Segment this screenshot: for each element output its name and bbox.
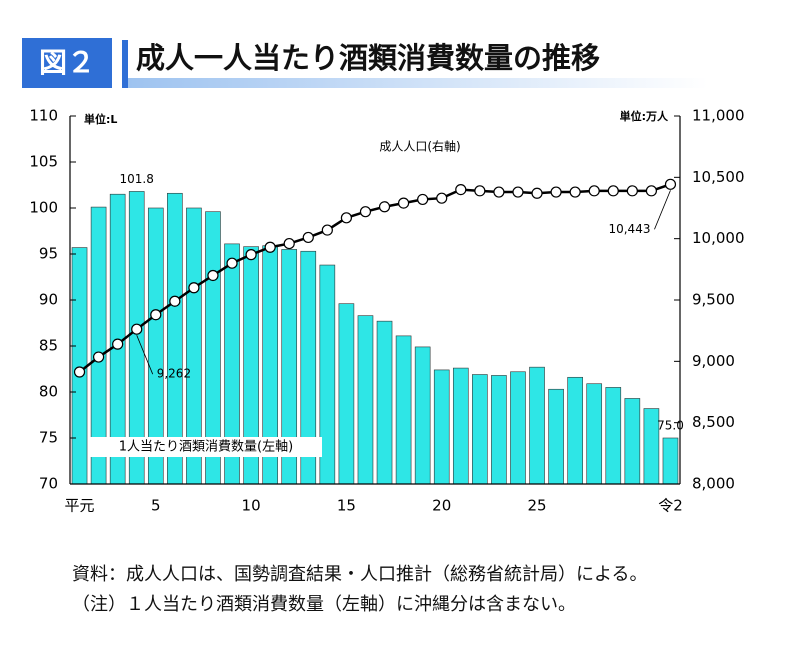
marker [302, 231, 314, 244]
marker [607, 185, 619, 197]
marker [436, 192, 448, 204]
y-tick-label: 95 [39, 245, 58, 263]
notes: 資料：成人人口は、国勢調査結果・人口推計（総務省統計局）による。 （注）１人当た… [72, 560, 712, 620]
leader-line [654, 190, 671, 230]
y2-tick-label: 11,000 [692, 107, 745, 125]
note: 資料：成人人口は、国勢調査結果・人口推計（総務省統計局）による。 [72, 564, 648, 585]
marker [569, 186, 581, 198]
bar [472, 374, 488, 485]
bar [319, 264, 336, 485]
bar [605, 387, 622, 485]
marker [626, 185, 638, 197]
figure-label: 図２ [39, 46, 95, 79]
leader-line [136, 335, 154, 375]
bar [452, 367, 469, 485]
marker [340, 212, 353, 224]
unit-right: 単位:万人 [620, 109, 669, 123]
note: （注）１人当たり酒類消費数量（左軸）に沖縄分は含まない。 [72, 594, 576, 615]
marker [531, 187, 543, 199]
marker [493, 186, 505, 198]
y2-tick-label: 8,000 [692, 475, 735, 493]
bar [357, 315, 374, 485]
chart: 図２ 成人一人当たり酒類消費数量の推移 単位:L 単位:万人 101.8 75.0… [22, 38, 745, 515]
legend-label: 1人当たり酒類消費数量(左軸) [119, 440, 293, 455]
marker [378, 201, 391, 213]
figure-box [22, 38, 112, 88]
y-tick-label: 85 [39, 337, 58, 355]
data-label: 75.0 [657, 419, 684, 433]
marker [131, 323, 143, 335]
bar [414, 346, 431, 485]
marker [264, 241, 276, 253]
bar [624, 398, 641, 485]
marker [664, 178, 677, 190]
y2-tick-label: 9,000 [692, 352, 735, 370]
data-label: 101.8 [120, 172, 154, 186]
data-label: 9,262 [157, 367, 191, 381]
marker [645, 185, 658, 197]
bar [395, 335, 412, 485]
bar [529, 366, 545, 485]
y-tick-label: 110 [29, 107, 58, 125]
marker [321, 224, 333, 236]
chart-title: 成人一人当たり酒類消費数量の推移 [136, 41, 600, 75]
marker [283, 237, 295, 250]
x-tick-label: 平元 [65, 497, 95, 515]
marker [188, 282, 200, 294]
y-tick-label: 105 [29, 153, 58, 171]
marker [73, 366, 86, 378]
marker [226, 257, 238, 269]
title-underline [128, 78, 708, 88]
y-tick-label: 75 [39, 429, 58, 447]
marker [169, 295, 181, 307]
y2-tick-label: 10,000 [692, 229, 745, 247]
x-tick-label: 20 [432, 497, 451, 515]
marker [455, 184, 467, 196]
data-label: 10,443 [608, 222, 650, 236]
unit-left: 単位:L [84, 112, 117, 126]
bar [71, 247, 88, 485]
bar [338, 303, 355, 485]
bar [376, 320, 393, 485]
bar [567, 376, 583, 485]
y2-tick-label: 8,500 [692, 413, 735, 431]
marker [112, 338, 124, 350]
marker [512, 186, 524, 198]
bar [510, 371, 526, 485]
x-tick-label: 10 [242, 497, 261, 515]
marker [207, 269, 219, 282]
x-tick-label: 令2 [658, 497, 683, 515]
marker [359, 206, 372, 218]
y-tick-label: 80 [39, 383, 58, 401]
y2-tick-label: 10,500 [692, 168, 745, 186]
marker [397, 197, 410, 209]
x-tick-label: 5 [151, 497, 161, 515]
marker [474, 185, 486, 197]
marker [245, 249, 257, 261]
marker [588, 185, 600, 197]
y2-tick-label: 9,500 [692, 291, 735, 309]
marker [550, 186, 562, 198]
bar [433, 369, 450, 485]
bar [548, 388, 564, 485]
marker [417, 193, 429, 206]
y-tick-label: 100 [29, 199, 58, 217]
y-tick-label: 90 [39, 291, 58, 309]
x-tick-label: 25 [527, 497, 546, 515]
legend-box [90, 437, 322, 457]
y-tick-label: 70 [39, 475, 58, 493]
bar [586, 383, 603, 485]
bar [491, 375, 507, 485]
legend-label: 成人人口(右軸) [379, 139, 460, 154]
title-bar [122, 40, 128, 88]
marker [92, 351, 105, 363]
marker [150, 309, 162, 321]
bar [662, 437, 679, 485]
x-tick-label: 15 [337, 497, 356, 515]
